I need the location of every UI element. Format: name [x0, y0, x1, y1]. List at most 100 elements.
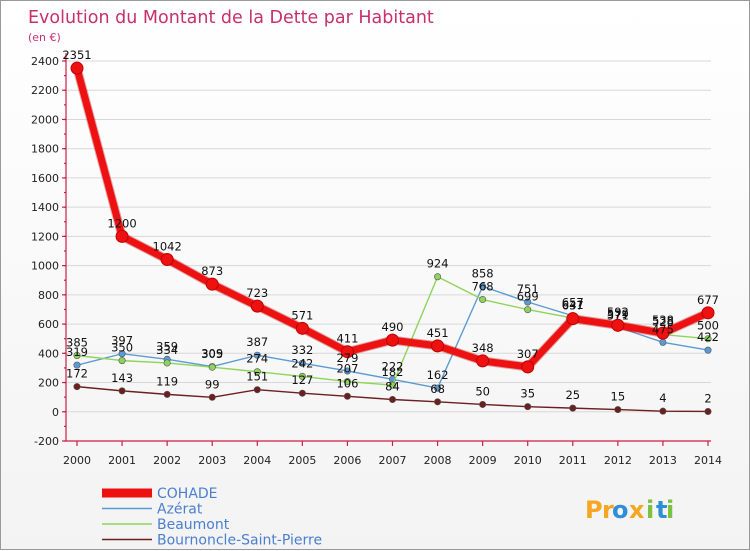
- data-point: [434, 398, 442, 406]
- data-label: 768: [472, 280, 494, 294]
- data-label: 1200: [107, 216, 136, 230]
- data-label: 99: [205, 377, 220, 391]
- data-point: [298, 359, 306, 367]
- x-tick-label: 2002: [153, 454, 181, 467]
- data-point: [343, 392, 351, 400]
- x-tick-label: 2008: [424, 454, 452, 467]
- data-point: [295, 321, 309, 335]
- data-label: 242: [291, 356, 313, 370]
- data-label: 528: [652, 315, 674, 329]
- data-label: 751: [517, 282, 539, 296]
- data-point: [163, 390, 171, 398]
- data-point: [479, 400, 487, 408]
- data-label: 677: [697, 293, 719, 307]
- data-label: 4: [659, 391, 666, 405]
- data-label: 723: [246, 286, 268, 300]
- data-point: [253, 351, 261, 359]
- data-point: [208, 363, 216, 371]
- logo-letter: r: [602, 496, 614, 524]
- data-point: [611, 318, 625, 332]
- data-point: [659, 407, 667, 415]
- data-label: 274: [246, 352, 268, 366]
- data-label: 397: [111, 334, 133, 348]
- data-point: [343, 367, 351, 375]
- data-label: 143: [111, 371, 133, 385]
- data-point: [73, 361, 81, 369]
- logo-letter: P: [585, 496, 603, 524]
- x-axis: 2000 2001 2002 2003 2004 2005 2006 2007 2008 2009…: [63, 440, 722, 467]
- data-point: [118, 357, 126, 365]
- chart-title: Evolution du Montant de la Dette par Hab…: [28, 8, 434, 28]
- data-label: 119: [156, 374, 178, 388]
- data-point: [388, 395, 396, 403]
- data-point: [250, 299, 264, 313]
- data-point: [656, 326, 670, 340]
- data-label: 182: [382, 365, 404, 379]
- data-label: 2351: [62, 48, 91, 62]
- x-tick-label: 2001: [108, 454, 136, 467]
- data-label: 332: [291, 343, 313, 357]
- data-point: [524, 306, 532, 314]
- legend-label: Bournoncle-Saint-Pierre: [157, 533, 322, 549]
- y-tick-label: 800: [38, 289, 59, 302]
- data-point: [476, 354, 490, 368]
- legend-label: COHADE: [157, 486, 218, 502]
- y-tick-label: 1600: [31, 172, 59, 185]
- data-point: [388, 381, 396, 389]
- y-tick-label: 2200: [31, 84, 59, 97]
- data-label: 350: [111, 341, 133, 355]
- data-point: [70, 61, 84, 75]
- x-tick-label: 2010: [514, 454, 542, 467]
- data-label: 84: [385, 379, 400, 393]
- data-point: [253, 386, 261, 394]
- data-point: [659, 338, 667, 346]
- data-label: 35: [520, 387, 535, 401]
- data-point: [701, 306, 715, 320]
- gridlines: [66, 60, 711, 442]
- data-point: [704, 407, 712, 415]
- data-label: 571: [291, 308, 313, 322]
- data-label: 172: [66, 367, 88, 381]
- data-point: [479, 282, 487, 290]
- data-label: 207: [336, 362, 358, 376]
- data-label: 50: [475, 384, 490, 398]
- y-tick-label: 200: [38, 377, 59, 390]
- data-point: [479, 296, 487, 304]
- y-tick-label: 1000: [31, 260, 59, 273]
- data-label: 637: [562, 299, 584, 313]
- data-label: 422: [697, 330, 719, 344]
- data-label: 858: [472, 266, 494, 280]
- data-label: 334: [156, 343, 178, 357]
- data-label: 387: [246, 335, 268, 349]
- data-label: 699: [517, 290, 539, 304]
- data-label: 68: [430, 382, 445, 396]
- data-label: 2: [704, 391, 711, 405]
- data-point: [115, 229, 129, 243]
- data-label: 25: [565, 388, 580, 402]
- x-tick-label: 2005: [288, 454, 316, 467]
- x-tick-label: 2012: [604, 454, 632, 467]
- data-label: 319: [66, 345, 88, 359]
- data-point: [386, 333, 399, 347]
- data-label: 348: [472, 341, 494, 355]
- y-tick-label: 600: [38, 318, 59, 331]
- y-tick-label: 400: [38, 347, 59, 360]
- data-point: [704, 346, 712, 354]
- data-label: 106: [336, 376, 358, 390]
- logo-letter: o: [612, 496, 629, 524]
- y-tick-label: -200: [34, 435, 59, 448]
- data-label: 411: [336, 332, 358, 346]
- data-point: [163, 359, 171, 367]
- data-point: [73, 383, 81, 391]
- x-tick-label: 2013: [649, 454, 677, 467]
- legend-label: Azérat: [157, 502, 203, 518]
- data-label: 592: [607, 305, 629, 319]
- data-point: [118, 387, 126, 395]
- data-point: [208, 393, 216, 401]
- data-label: 15: [611, 390, 626, 404]
- y-tick-label: 1200: [31, 230, 59, 243]
- data-point: [73, 351, 81, 359]
- logo-letter: t: [656, 496, 667, 524]
